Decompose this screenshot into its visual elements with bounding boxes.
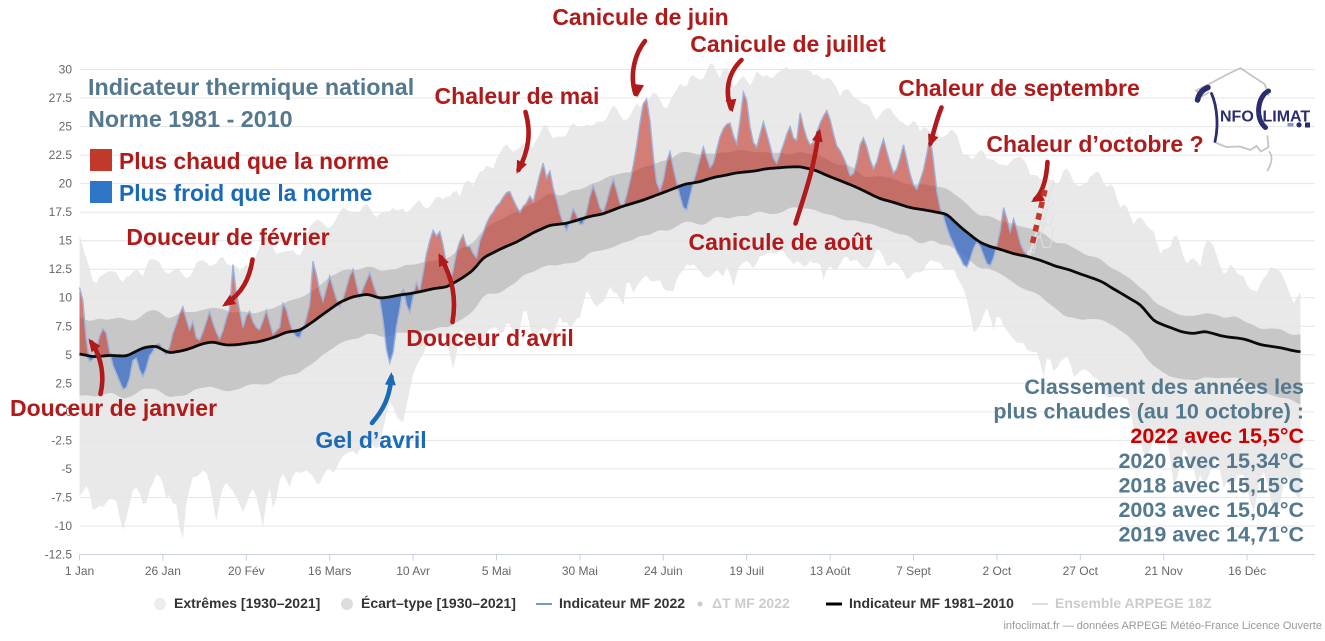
svg-text:0: 0: [65, 405, 72, 419]
svg-text:27.5: 27.5: [49, 91, 73, 105]
svg-text:Douceur de janvier: Douceur de janvier: [10, 395, 217, 421]
svg-text:20 Fév: 20 Fév: [228, 564, 265, 578]
svg-text:2003 avec 15,04°C: 2003 avec 15,04°C: [1118, 498, 1304, 522]
svg-text:-7.5: -7.5: [51, 491, 72, 505]
svg-text:Ensemble ARPEGE 18Z: Ensemble ARPEGE 18Z: [1055, 595, 1212, 611]
svg-text:Gel d’avril: Gel d’avril: [315, 427, 426, 453]
svg-text:27 Oct: 27 Oct: [1063, 564, 1099, 578]
svg-text:30: 30: [59, 63, 73, 77]
svg-text:ΔT MF 2022: ΔT MF 2022: [712, 595, 790, 611]
svg-text:2020 avec 15,34°C: 2020 avec 15,34°C: [1118, 449, 1304, 473]
svg-text:NFO: NFO: [1220, 109, 1254, 126]
svg-text:5 Mai: 5 Mai: [482, 564, 511, 578]
svg-text:21 Nov: 21 Nov: [1145, 564, 1183, 578]
svg-text:-5: -5: [61, 462, 72, 476]
svg-text:Indicateur MF 1981–2010: Indicateur MF 1981–2010: [849, 595, 1014, 611]
svg-text:-12.5: -12.5: [45, 548, 73, 562]
svg-text:Plus froid que la norme: Plus froid que la norme: [119, 180, 372, 206]
svg-text:Douceur de février: Douceur de février: [126, 224, 329, 250]
svg-text:20: 20: [59, 177, 73, 191]
svg-text:15: 15: [59, 234, 73, 248]
svg-text:2019 avec 14,71°C: 2019 avec 14,71°C: [1118, 523, 1304, 547]
svg-text:Indicateur MF 2022: Indicateur MF 2022: [559, 595, 685, 611]
svg-text:26 Jan: 26 Jan: [145, 564, 181, 578]
svg-text:LIMAT: LIMAT: [1263, 109, 1311, 126]
svg-text:Douceur d’avril: Douceur d’avril: [406, 325, 573, 351]
svg-text:Classement des années les: Classement des années les: [1024, 375, 1304, 399]
svg-text:Chaleur d’octobre ?: Chaleur d’octobre ?: [986, 131, 1203, 157]
svg-text:17.5: 17.5: [49, 205, 73, 219]
svg-text:Plus chaud que la norme: Plus chaud que la norme: [119, 148, 389, 174]
svg-text:2 Oct: 2 Oct: [983, 564, 1012, 578]
svg-text:13 Août: 13 Août: [810, 564, 851, 578]
svg-text:2022 avec 15,5°C: 2022 avec 15,5°C: [1130, 424, 1304, 448]
svg-text:Chaleur de mai: Chaleur de mai: [435, 83, 600, 109]
svg-text:10 Avr: 10 Avr: [396, 564, 430, 578]
svg-text:7 Sept: 7 Sept: [896, 564, 931, 578]
svg-text:Écart–type [1930–2021]: Écart–type [1930–2021]: [361, 595, 516, 611]
svg-text:16 Mars: 16 Mars: [308, 564, 351, 578]
svg-text:Canicule de juin: Canicule de juin: [552, 4, 728, 30]
svg-text:Indicateur thermique national: Indicateur thermique national: [88, 74, 414, 100]
svg-text:Canicule de août: Canicule de août: [688, 229, 872, 255]
svg-text:16 Déc: 16 Déc: [1228, 564, 1266, 578]
svg-text:10: 10: [59, 291, 73, 305]
svg-text:12.5: 12.5: [49, 262, 73, 276]
svg-text:7.5: 7.5: [55, 319, 72, 333]
svg-text:Canicule de juillet: Canicule de juillet: [690, 31, 886, 57]
svg-text:19 Juil: 19 Juil: [729, 564, 764, 578]
svg-text:22.5: 22.5: [49, 148, 73, 162]
svg-text:-10: -10: [55, 519, 73, 533]
svg-text:-2.5: -2.5: [51, 433, 72, 447]
svg-text:2018 avec 15,15°C: 2018 avec 15,15°C: [1118, 473, 1304, 497]
svg-text:Chaleur de septembre: Chaleur de septembre: [898, 75, 1140, 101]
svg-text:1 Jan: 1 Jan: [65, 564, 94, 578]
svg-text:5: 5: [65, 348, 72, 362]
svg-text:25: 25: [59, 120, 73, 134]
svg-text:Extrêmes [1930–2021]: Extrêmes [1930–2021]: [174, 595, 320, 611]
svg-text:infoclimat.fr — données ARPEGE: infoclimat.fr — données ARPEGE Météo-Fra…: [1003, 620, 1322, 632]
svg-text:30 Mai: 30 Mai: [562, 564, 598, 578]
svg-text:2.5: 2.5: [55, 376, 72, 390]
svg-text:plus chaudes (au 10 octobre) :: plus chaudes (au 10 octobre) :: [993, 400, 1304, 424]
svg-text:24 Juin: 24 Juin: [644, 564, 683, 578]
svg-text:Norme 1981 - 2010: Norme 1981 - 2010: [88, 106, 293, 132]
